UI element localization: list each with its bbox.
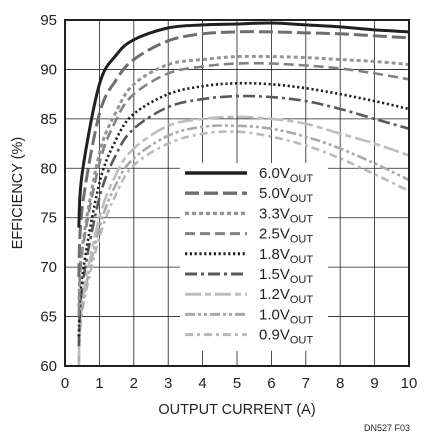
x-tick-label-8: 8 bbox=[336, 375, 344, 392]
series-line-5 bbox=[77, 94, 410, 347]
series-line-8 bbox=[77, 130, 410, 367]
series-line-6 bbox=[77, 115, 410, 357]
y-tick-label-5: 85 bbox=[40, 111, 57, 128]
y-axis-title: EFFICIENCY (%) bbox=[10, 137, 26, 250]
legend-label-0: 6.0VOUT bbox=[259, 165, 313, 185]
x-tick-label-5: 5 bbox=[233, 375, 241, 392]
series-line-0 bbox=[77, 21, 410, 228]
x-tick-label-3: 3 bbox=[164, 375, 172, 392]
legend-label-8: 0.9VOUT bbox=[259, 327, 313, 347]
y-tick-label-0: 60 bbox=[40, 358, 57, 375]
y-tick-label-6: 90 bbox=[40, 61, 57, 78]
x-tick-label-6: 6 bbox=[267, 375, 275, 392]
figure-id: DN527 F03 bbox=[364, 423, 410, 433]
x-tick-label-7: 7 bbox=[302, 375, 310, 392]
y-tick-label-7: 95 bbox=[40, 12, 57, 29]
x-tick-label-0: 0 bbox=[61, 375, 69, 392]
legend-label-4: 1.8VOUT bbox=[259, 246, 313, 266]
y-tick-label-3: 75 bbox=[40, 210, 57, 227]
y-tick-label-2: 70 bbox=[40, 259, 57, 276]
legend-label-6: 1.2VOUT bbox=[259, 286, 313, 306]
x-tick-label-4: 4 bbox=[198, 375, 206, 392]
series-line-7 bbox=[77, 124, 410, 362]
y-tick-label-1: 65 bbox=[40, 309, 57, 326]
series-line-4 bbox=[77, 81, 410, 337]
legend: 6.0VOUT5.0VOUT3.3VOUT2.5VOUT1.8VOUT1.5VO… bbox=[185, 165, 313, 347]
x-tick-label-9: 9 bbox=[370, 375, 378, 392]
y-tick-label-4: 80 bbox=[40, 160, 57, 177]
legend-label-2: 3.3VOUT bbox=[259, 205, 313, 225]
tick-labels: 0 1 2 3 4 5 6 7 8 9 10 60 65 70 75 80 85 90 95 bbox=[40, 12, 417, 392]
x-tick-label-1: 1 bbox=[95, 375, 103, 392]
plot-frame bbox=[64, 19, 410, 367]
series-line-1 bbox=[77, 30, 410, 278]
legend-label-1: 5.0VOUT bbox=[259, 185, 313, 205]
x-axis-title: OUTPUT CURRENT (A) bbox=[158, 402, 315, 418]
x-tick-label-10: 10 bbox=[401, 375, 418, 392]
legend-label-3: 2.5VOUT bbox=[259, 226, 313, 246]
legend-label-5: 1.5VOUT bbox=[259, 266, 313, 286]
series-line-3 bbox=[77, 61, 410, 317]
series-line-2 bbox=[77, 54, 410, 307]
series-lines bbox=[77, 21, 410, 367]
x-tick-label-2: 2 bbox=[130, 375, 138, 392]
legend-label-7: 1.0VOUT bbox=[259, 306, 313, 326]
